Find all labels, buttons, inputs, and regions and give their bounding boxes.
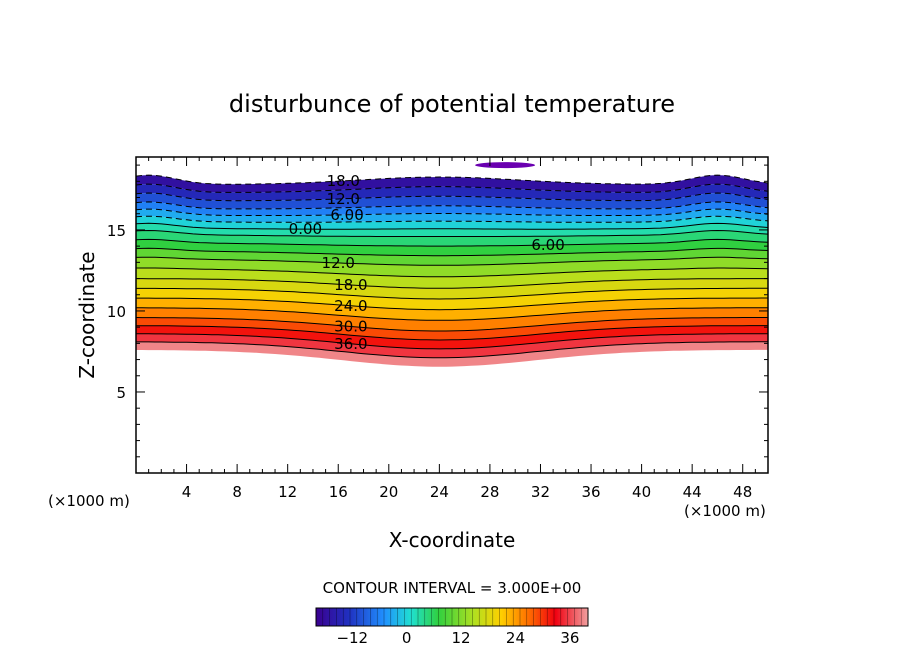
contour-line bbox=[136, 333, 768, 350]
x-unit-left: (×1000 m) bbox=[48, 492, 130, 510]
contour-line bbox=[136, 215, 768, 223]
contour-label: 0.00 bbox=[289, 220, 322, 238]
contour-band bbox=[136, 278, 768, 299]
y-tick-label: 10 bbox=[107, 303, 126, 321]
contour-band bbox=[136, 333, 768, 358]
contour-line bbox=[136, 325, 768, 341]
x-tick-label: 36 bbox=[581, 483, 600, 501]
contour-band bbox=[136, 201, 768, 216]
colorbar-ticks: −12 0 12 24 36 bbox=[315, 608, 589, 647]
contour-line bbox=[136, 238, 768, 247]
x-tick-label: 48 bbox=[733, 483, 752, 501]
contour-band bbox=[136, 341, 768, 367]
contour-line bbox=[136, 247, 768, 257]
contour-line bbox=[136, 341, 768, 359]
x-tick-label: 16 bbox=[329, 483, 348, 501]
x-tick-label: 24 bbox=[430, 483, 449, 501]
x-tick-label: 4 bbox=[182, 483, 192, 501]
contour-label: 12.0 bbox=[327, 190, 360, 208]
x-tick-label: 28 bbox=[480, 483, 499, 501]
x-tick-label: 40 bbox=[632, 483, 651, 501]
contour-band bbox=[136, 257, 768, 277]
contour-line bbox=[136, 287, 768, 300]
x-axis-label: X-coordinate bbox=[389, 528, 516, 552]
contour-line bbox=[136, 307, 768, 321]
contour-band bbox=[136, 184, 768, 201]
contour-line bbox=[136, 278, 768, 289]
contour-lines bbox=[136, 174, 768, 359]
colorbar-tick-label: 24 bbox=[506, 629, 525, 647]
x-tick-label: 8 bbox=[232, 483, 242, 501]
contour-band bbox=[136, 268, 768, 289]
x-tick-label: 20 bbox=[379, 483, 398, 501]
x-tick-label: 32 bbox=[531, 483, 550, 501]
contour-line bbox=[136, 267, 768, 278]
contour-line bbox=[136, 297, 768, 311]
chart-title: disturbunce of potential temperature bbox=[229, 90, 675, 118]
contour-line bbox=[136, 229, 768, 237]
colorbar-tick-label: 36 bbox=[560, 629, 579, 647]
contour-label: 30.0 bbox=[334, 318, 367, 336]
contour-interval: CONTOUR INTERVAL = 3.000E+00 bbox=[323, 579, 582, 597]
y-tick-label: 5 bbox=[116, 384, 126, 402]
contour-band bbox=[136, 209, 768, 223]
contour-line bbox=[136, 192, 768, 202]
contour-fill bbox=[136, 162, 768, 367]
contour-line bbox=[136, 201, 768, 210]
y-tick-label: 15 bbox=[107, 222, 126, 240]
colorbar-tick-label: 12 bbox=[452, 629, 471, 647]
contour-label: 18.0 bbox=[327, 172, 360, 190]
contour-label: 18.0 bbox=[334, 276, 367, 294]
contour-band bbox=[475, 162, 536, 169]
x-unit-right: (×1000 m) bbox=[684, 502, 766, 520]
colorbar-tick-label: 0 bbox=[402, 629, 412, 647]
contour-label: 6.00 bbox=[330, 206, 363, 224]
contour-band bbox=[136, 317, 768, 340]
y-axis-label: Z-coordinate bbox=[75, 251, 99, 378]
contour-band bbox=[136, 216, 768, 230]
x-axis: 4 8 12 16 20 24 28 32 36 40 44 48 bbox=[148, 157, 756, 501]
contour-band bbox=[136, 223, 768, 237]
y-axis: 5 10 15 bbox=[107, 164, 768, 458]
contour-band bbox=[136, 307, 768, 331]
contour-label: 36.0 bbox=[334, 335, 367, 353]
contour-band bbox=[136, 175, 768, 193]
contour-label: 24.0 bbox=[334, 297, 367, 315]
contour-label: 12.0 bbox=[322, 254, 355, 272]
contour-label: 6.00 bbox=[531, 236, 564, 254]
x-tick-label: 44 bbox=[683, 483, 702, 501]
contour-band bbox=[136, 325, 768, 349]
contour-line bbox=[136, 222, 768, 230]
contour-band bbox=[136, 230, 768, 247]
contour-line bbox=[136, 317, 768, 332]
contour-line bbox=[136, 183, 768, 193]
contour-band bbox=[136, 239, 768, 256]
colorbar-tick-label: −12 bbox=[336, 629, 368, 647]
contour-band bbox=[136, 298, 768, 321]
x-tick-label: 12 bbox=[278, 483, 297, 501]
contour-band bbox=[136, 193, 768, 209]
contour-line bbox=[136, 256, 768, 266]
contour-line bbox=[136, 208, 768, 216]
